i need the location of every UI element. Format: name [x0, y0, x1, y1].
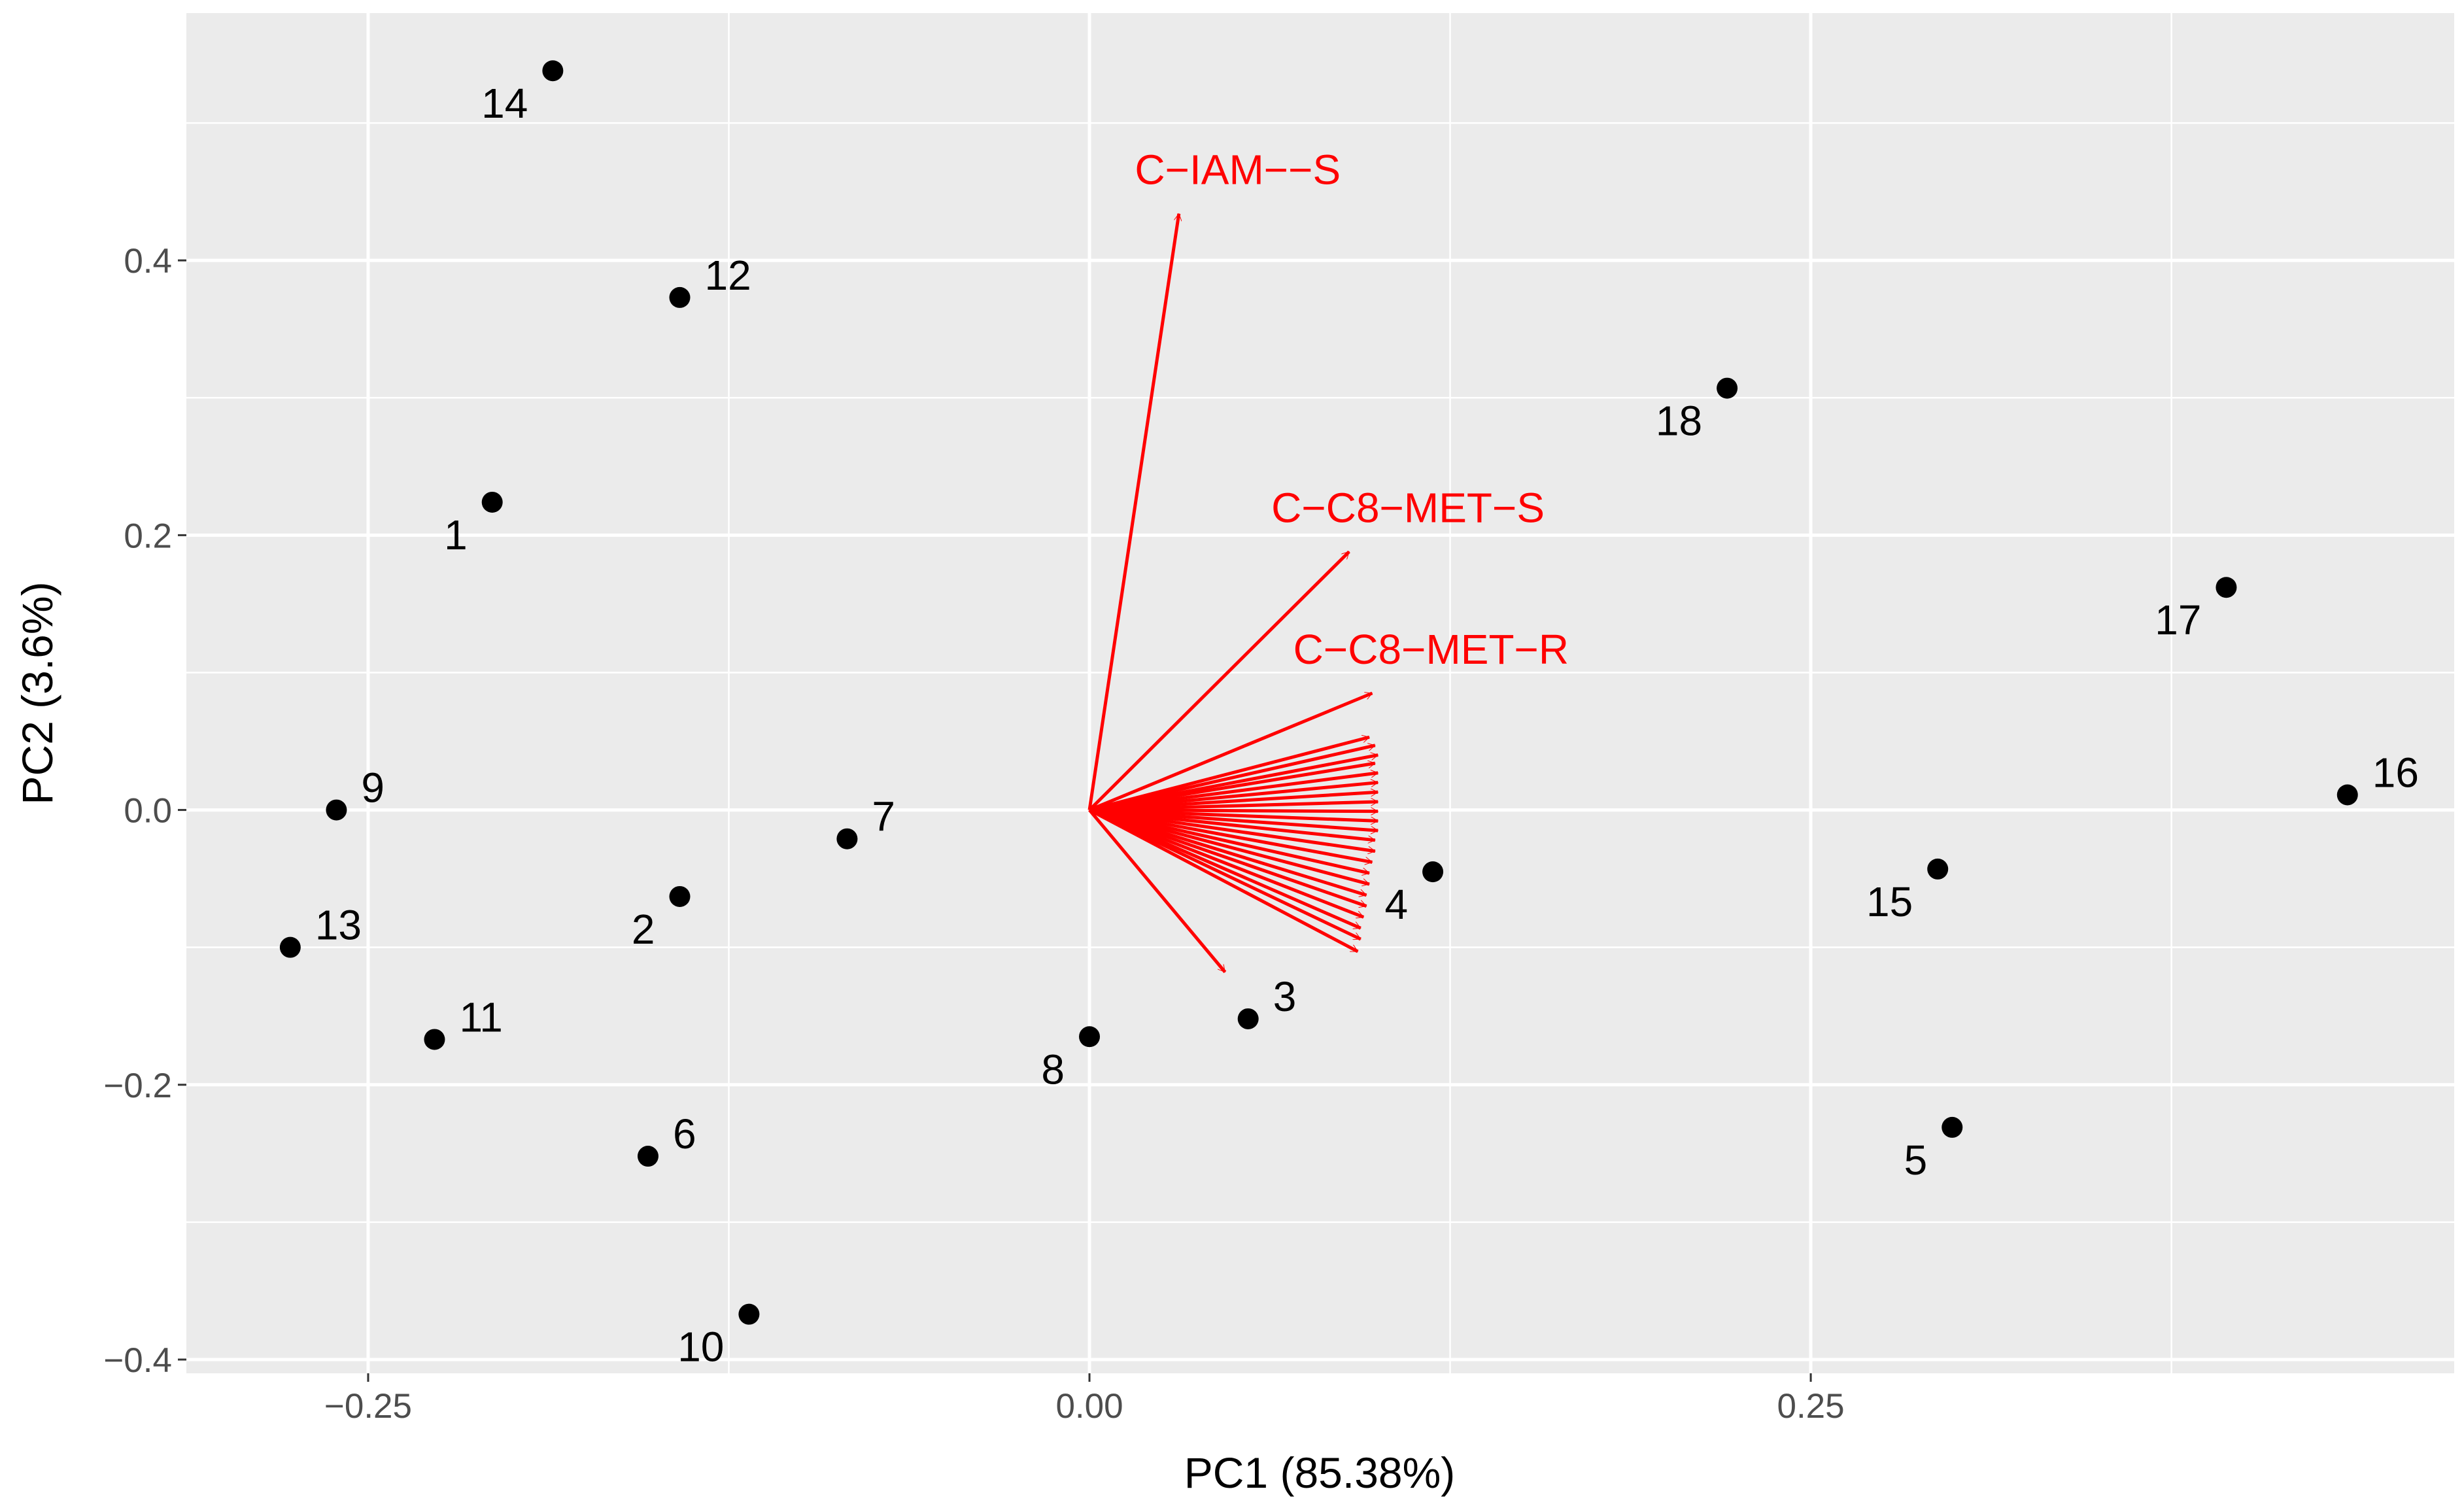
loading-arrow — [1089, 745, 1375, 812]
score-point — [481, 491, 503, 513]
point-label: 9 — [361, 764, 385, 812]
point-label: 2 — [632, 906, 655, 953]
score-point — [669, 885, 691, 907]
loading-arrow — [1089, 808, 1375, 840]
score-point — [836, 828, 858, 849]
loading-arrow — [1089, 763, 1375, 812]
loading-arrow-label: C−C8−MET−R — [1293, 626, 1569, 673]
score-point — [637, 1146, 659, 1167]
loading-arrow — [1089, 808, 1369, 884]
y-axis-title: PC2 (3.6%) — [13, 581, 61, 804]
loading-arrow — [1089, 808, 1367, 906]
point-label: 16 — [2372, 749, 2419, 796]
loading-arrow — [1089, 808, 1375, 851]
point-label: 8 — [1041, 1046, 1065, 1093]
score-point — [1237, 1008, 1259, 1029]
score-point — [1079, 1026, 1101, 1048]
score-point — [1927, 858, 1949, 880]
loading-arrow — [1089, 808, 1372, 863]
loading-arrow-label: C−IAM−−S — [1135, 146, 1341, 194]
point-label: 1 — [444, 511, 468, 558]
point-label: 10 — [677, 1324, 724, 1371]
score-points — [279, 60, 2358, 1325]
x-tick-label: 0.00 — [1055, 1387, 1123, 1426]
x-tick-labels: −0.25 0.00 0.25 — [324, 1387, 1845, 1426]
point-label: 6 — [673, 1110, 696, 1157]
score-point — [669, 286, 691, 308]
plot-panel — [186, 13, 2454, 1373]
score-point — [1717, 377, 1738, 399]
x-tick-label: −0.25 — [324, 1387, 412, 1426]
score-point — [2336, 784, 2358, 806]
point-label: 4 — [1384, 881, 1408, 928]
loading-arrow — [1088, 808, 1361, 941]
arrow-labels: C−IAM−−S C−C8−MET−S C−C8−MET−R — [1135, 146, 1569, 673]
axis-ticks — [178, 259, 1812, 1382]
y-tick-label: 0.0 — [124, 792, 172, 831]
score-point — [326, 799, 347, 821]
score-point — [1942, 1116, 1963, 1138]
loading-arrow — [1087, 214, 1179, 810]
x-axis-title: PC1 (85.38%) — [1184, 1448, 1456, 1497]
score-point — [2216, 577, 2237, 598]
score-point — [738, 1303, 760, 1325]
point-label: 7 — [872, 793, 895, 840]
point-label: 17 — [2155, 596, 2201, 643]
point-label: 15 — [1866, 878, 1913, 925]
loading-arrows — [1087, 214, 1378, 974]
y-tick-label: −0.4 — [103, 1341, 172, 1380]
point-label: 18 — [1656, 398, 1702, 445]
y-tick-label: −0.2 — [103, 1067, 172, 1105]
score-point — [542, 60, 564, 82]
score-point — [424, 1029, 445, 1050]
score-point — [279, 936, 301, 958]
loading-arrow — [1089, 808, 1378, 831]
point-label: 5 — [1904, 1137, 1928, 1184]
y-tick-label: 0.2 — [124, 517, 172, 555]
point-label: 12 — [704, 252, 751, 299]
point-label: 13 — [315, 902, 362, 949]
y-tick-label: 0.4 — [124, 242, 172, 281]
loading-arrow — [1089, 808, 1367, 895]
x-tick-label: 0.25 — [1777, 1387, 1844, 1426]
loading-arrow — [1088, 550, 1350, 812]
loading-arrow-label: C−C8−MET−S — [1271, 485, 1545, 532]
point-label: 11 — [459, 993, 502, 1040]
grid-minor — [186, 13, 2454, 1373]
loading-arrow — [1089, 808, 1361, 930]
loading-arrow — [1088, 808, 1227, 974]
loading-arrow — [1088, 808, 1359, 953]
loading-arrow — [1089, 691, 1372, 812]
y-tick-labels: −0.4 −0.2 0.0 0.2 0.4 — [103, 242, 172, 1380]
point-label: 3 — [1273, 973, 1297, 1020]
score-point — [1422, 861, 1444, 883]
loading-arrow — [1089, 808, 1369, 874]
loading-arrow — [1089, 808, 1363, 919]
point-label: 14 — [481, 80, 528, 127]
